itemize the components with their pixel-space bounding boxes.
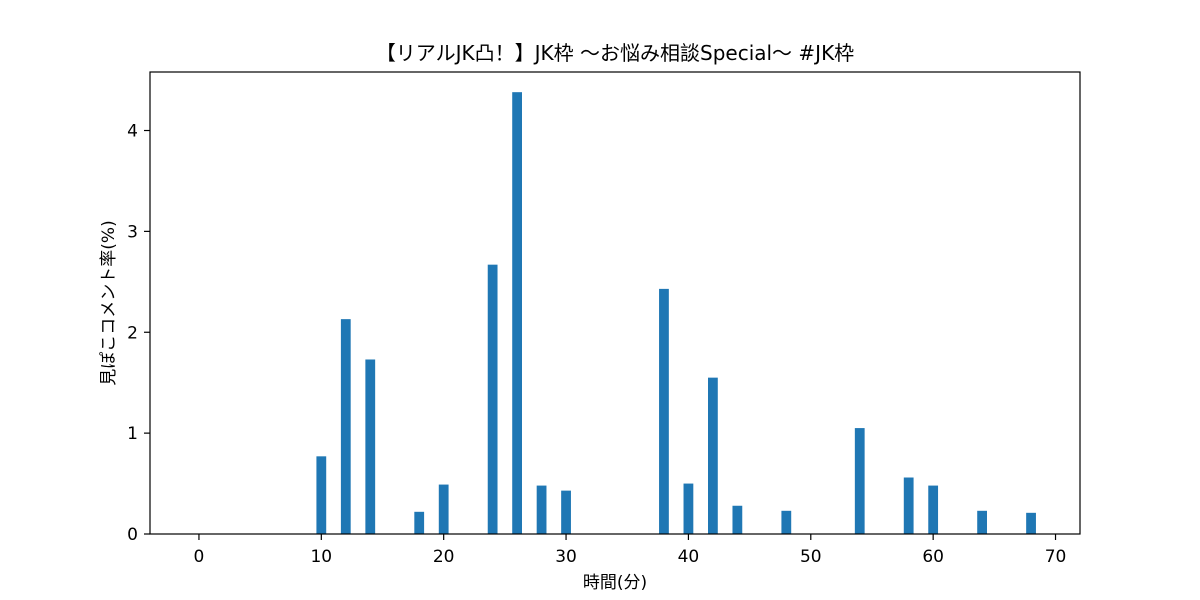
x-tick-label: 10: [310, 547, 332, 567]
bar: [903, 477, 914, 534]
x-tick-label: 70: [1045, 547, 1067, 567]
bar: [683, 483, 694, 534]
bar: [781, 510, 792, 534]
x-tick-label: 50: [800, 547, 822, 567]
chart-title: 【リアルJK凸！】JK枠 〜お悩み相談Special〜 #JK枠: [376, 41, 854, 65]
x-tick-label: 60: [922, 547, 944, 567]
bar: [708, 377, 718, 534]
bar: [561, 490, 571, 534]
bar: [340, 319, 351, 534]
bar: [659, 288, 669, 534]
bar: [732, 505, 743, 534]
bar: [928, 485, 939, 534]
bar: [854, 428, 865, 534]
bar: [414, 511, 425, 534]
bar: [512, 92, 522, 534]
x-tick-label: 20: [433, 547, 455, 567]
bar: [1026, 512, 1036, 534]
y-axis-label: 見ぽこコメント率(%): [99, 220, 119, 385]
bar: [365, 359, 376, 534]
x-axis-label: 時間(分): [583, 573, 647, 593]
bar: [536, 485, 547, 534]
bar: [487, 264, 498, 534]
x-tick-label: 0: [194, 547, 205, 567]
y-tick-label: 4: [127, 122, 138, 142]
bar: [438, 484, 449, 534]
y-axis: 0 1 2 3 4: [127, 122, 150, 545]
bar: [977, 510, 987, 534]
y-tick-label: 3: [127, 222, 138, 242]
x-axis: 0 10 20 30 40 50 60 70: [194, 534, 1067, 567]
y-tick-label: 1: [127, 424, 138, 444]
y-tick-label: 0: [127, 525, 138, 545]
x-tick-label: 30: [555, 547, 577, 567]
bar: [316, 456, 327, 534]
x-tick-label: 40: [678, 547, 700, 567]
bars: [316, 92, 1036, 534]
plot-frame: [149, 71, 1081, 535]
y-tick-label: 2: [127, 323, 138, 343]
